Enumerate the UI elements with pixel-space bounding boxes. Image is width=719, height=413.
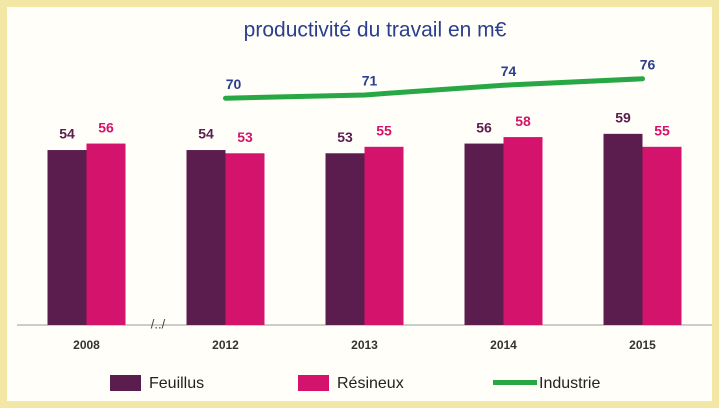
value-label: 74 (501, 63, 517, 79)
bar (47, 150, 87, 325)
legend-swatch (110, 375, 141, 391)
value-label: 55 (376, 123, 392, 139)
chart-title: productivité du travail en m€ (244, 19, 507, 42)
x-tick-label: 2013 (351, 338, 378, 352)
value-label: 54 (198, 126, 214, 142)
bar (186, 150, 226, 325)
axis-break: /../ (151, 316, 166, 331)
value-label: 58 (515, 113, 531, 129)
legend-label: Résineux (337, 375, 404, 392)
bar (364, 146, 404, 325)
line (223, 76, 645, 101)
legend-swatch (493, 380, 537, 385)
legend-swatch (298, 375, 329, 391)
x-tick-label: 2008 (73, 338, 100, 352)
legend-label: Feuillus (149, 375, 204, 392)
value-label: 53 (337, 129, 353, 145)
value-label: 53 (237, 129, 253, 145)
value-label: 76 (640, 56, 656, 72)
bar (225, 153, 265, 325)
x-tick-label: 2012 (212, 338, 239, 352)
bar (86, 143, 126, 325)
legend-label: Industrie (539, 375, 600, 392)
x-tick-label: 2015 (629, 338, 656, 352)
value-label: 56 (476, 119, 492, 135)
x-tick-label: 2014 (490, 338, 517, 352)
bar (464, 143, 504, 325)
value-label: 54 (59, 126, 75, 142)
value-label: 59 (615, 110, 631, 126)
bar (603, 133, 643, 325)
bar (503, 137, 543, 325)
bar (642, 146, 682, 325)
value-label: 56 (98, 119, 114, 135)
bar (325, 153, 365, 325)
value-label: 55 (654, 123, 670, 139)
value-label: 71 (362, 73, 378, 89)
value-label: 70 (226, 76, 242, 92)
